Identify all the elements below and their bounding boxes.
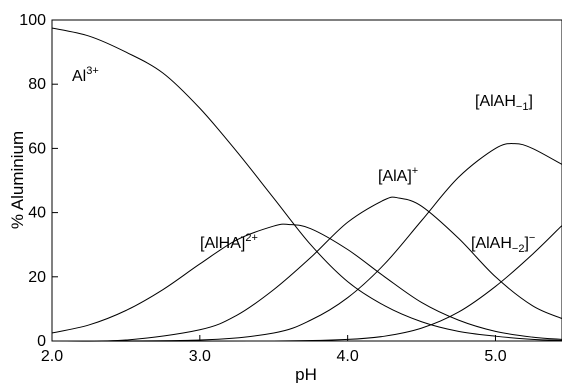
al3-label: Al3+ [72,65,99,85]
alah2-label-sub: −2 [512,243,525,255]
x-tick-label: 5.0 [484,348,506,365]
y-tick-label: 20 [28,269,46,286]
alah2-label-tail: ] [524,235,528,252]
alha-label: [AlHA]2+ [200,232,258,252]
x-tick-label: 2.0 [41,348,63,365]
alah2-series-line [51,225,562,342]
x-axis-title: pH [295,365,317,383]
alah1-label-tail: ] [528,93,532,110]
al3-series-line [51,27,562,341]
ala-series-line [51,196,562,342]
alha-label-sup: 2+ [245,232,258,244]
plot-frame [51,19,562,342]
ala-label-main: [AlA] [378,168,412,185]
y-tick-label: 0 [37,333,46,350]
al3-label-sup: 3+ [86,65,99,77]
alha-label-main: [AlHA] [200,235,245,252]
alha-series-line [51,223,562,340]
x-tick-label: 3.0 [189,348,211,365]
al3-label-main: Al [72,68,86,85]
alah1-label-main: [AlAH [475,93,516,110]
alah2-label-main: [AlAH [471,235,512,252]
y-tick-label: 100 [19,12,46,29]
axes: 2.0 3.0 4.0 5.0 0 20 40 60 80 100 [19,12,506,365]
x-tick-label: 4.0 [337,348,359,365]
y-axis-title: % Aluminium [8,131,27,229]
alah1-series-line [51,143,562,342]
y-tick-label: 40 [28,205,46,222]
alah2-label-sup: − [529,232,535,244]
y-tick-label: 80 [28,76,46,93]
alah1-label-sub: −1 [516,101,529,113]
series-lines [51,27,562,342]
y-tick-label: 60 [28,140,46,157]
ala-label: [AlA]+ [378,165,418,185]
alah1-label: [AlAH−1] [475,93,533,113]
series-labels: Al3+[AlHA]2+[AlA]+[AlAH−1][AlAH−2]− [72,65,535,255]
ala-label-sup: + [412,165,418,177]
alah2-label: [AlAH−2]− [471,232,535,255]
